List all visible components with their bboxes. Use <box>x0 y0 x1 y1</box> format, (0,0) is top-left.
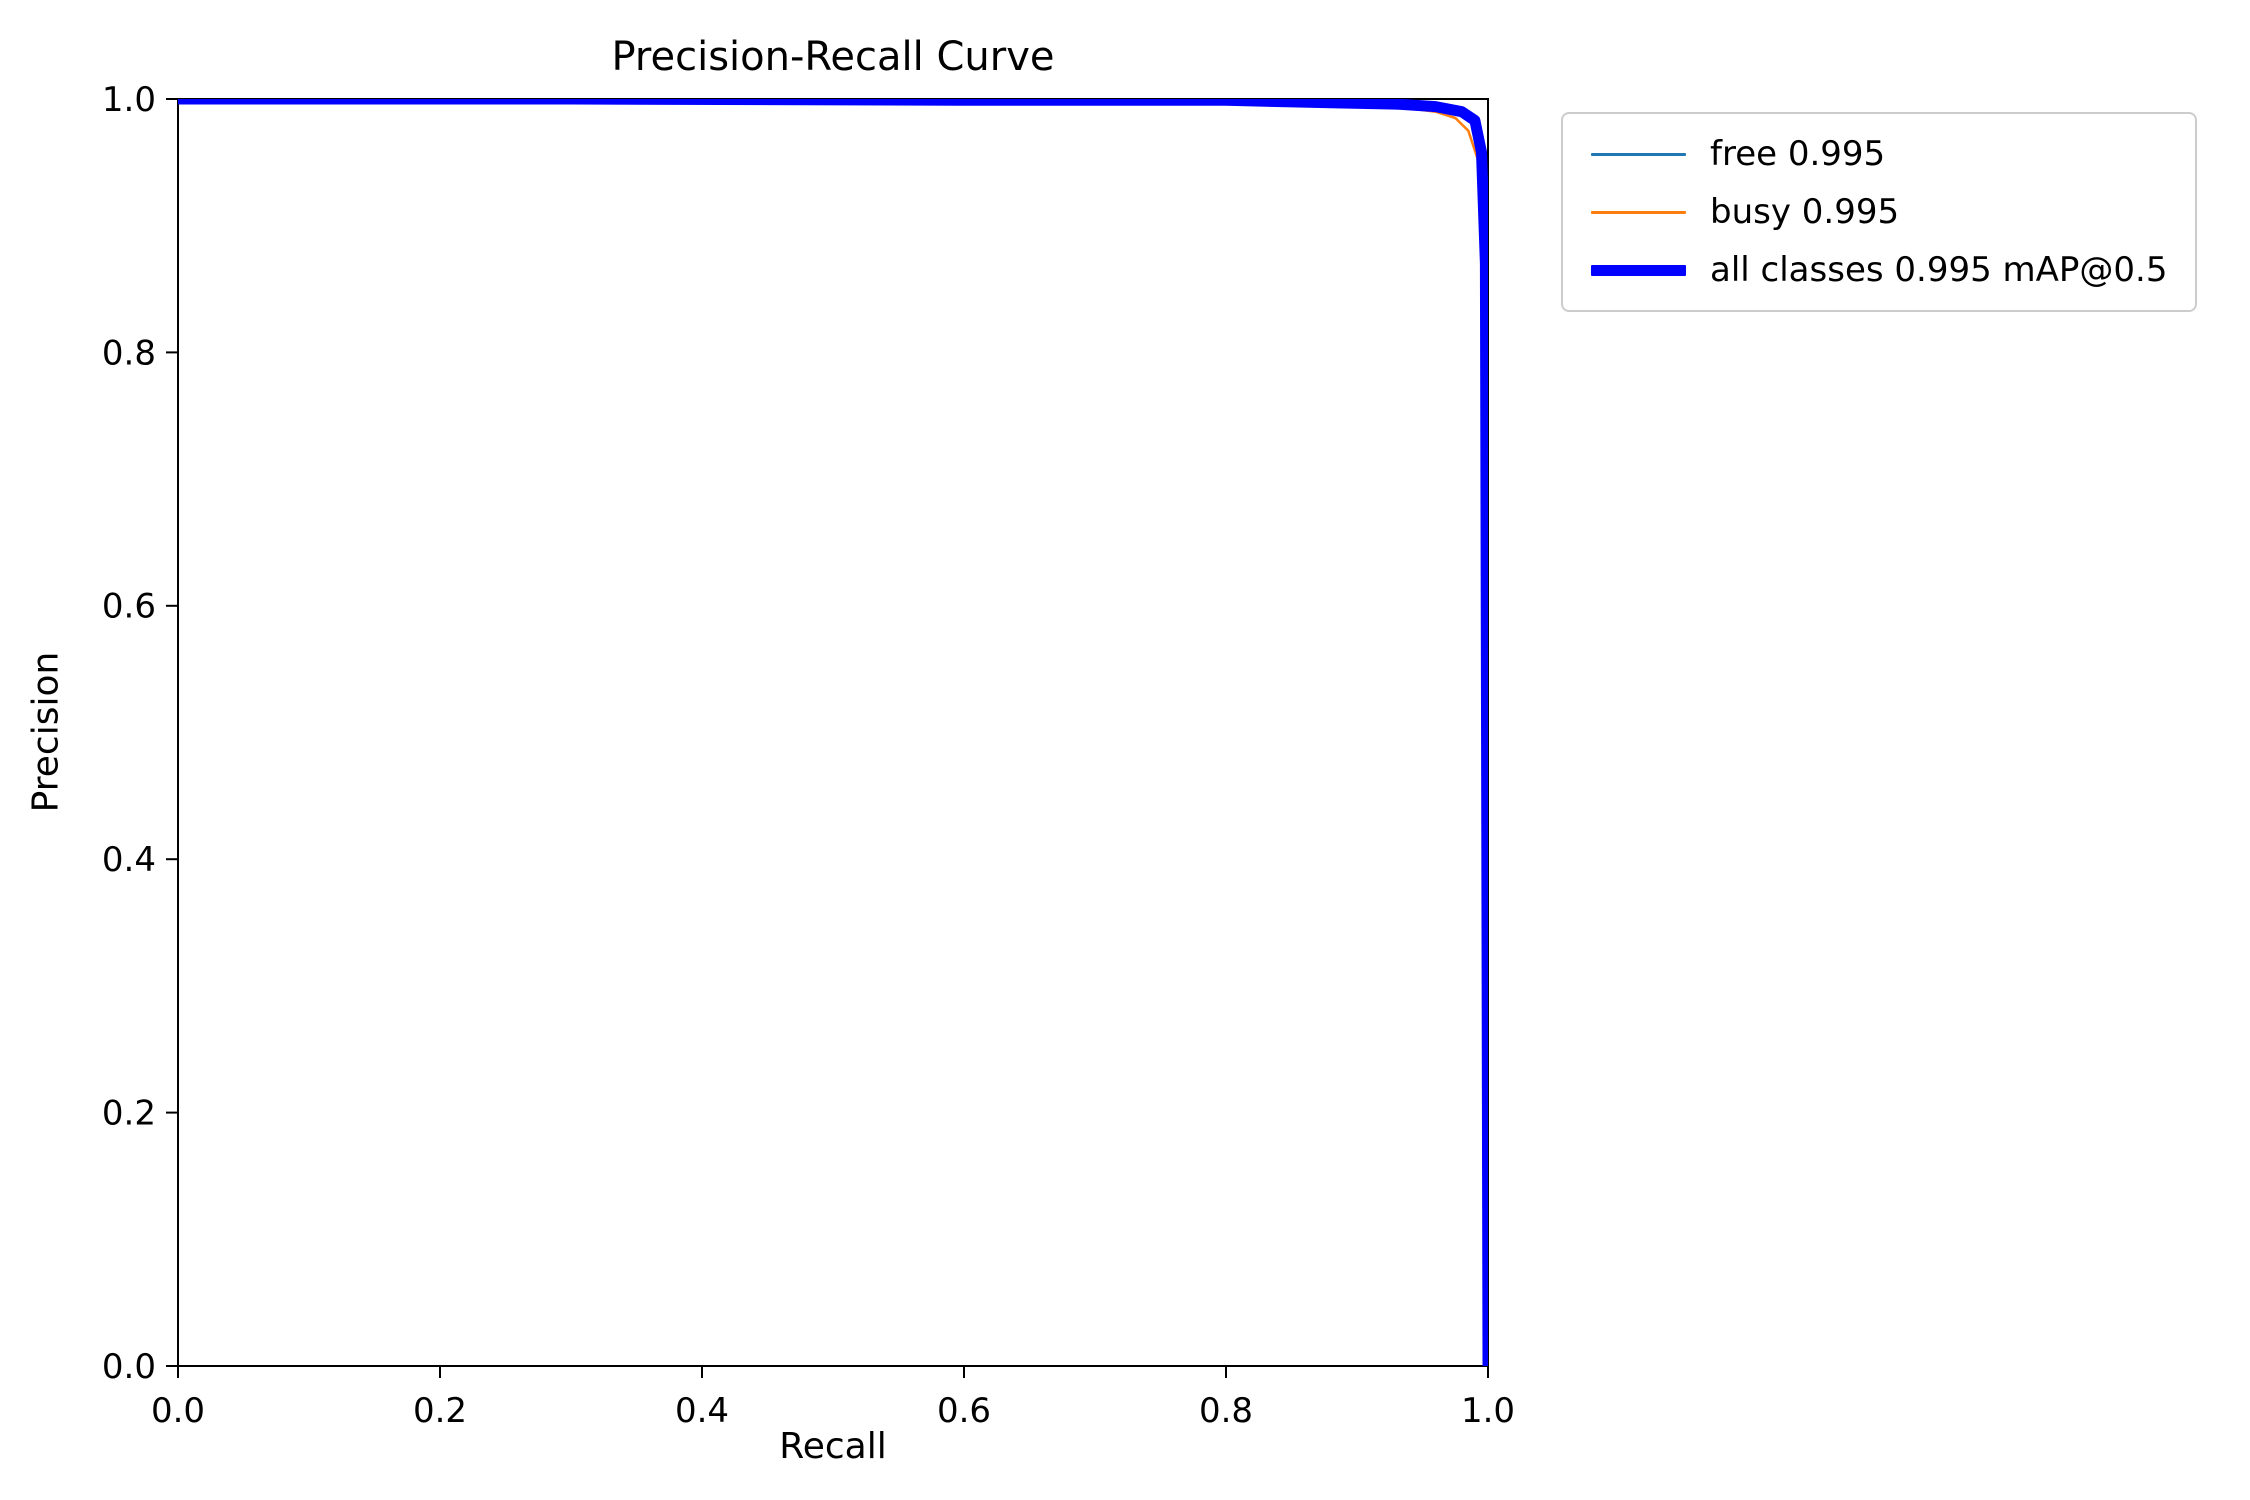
legend-label: busy 0.995 <box>1710 192 1900 232</box>
y-tick-label: 0.2 <box>102 1094 156 1134</box>
legend-line-sample <box>1591 210 1686 214</box>
chart-title: Precision-Recall Curve <box>611 34 1055 80</box>
series-line-free <box>178 99 1488 1366</box>
x-tick-label: 0.2 <box>413 1391 467 1431</box>
y-tick-label: 0.0 <box>102 1347 156 1387</box>
y-tick-label: 0.6 <box>102 587 156 627</box>
legend-entry-busy: busy 0.995 <box>1591 192 2167 232</box>
x-axis-label: Recall <box>779 1426 887 1467</box>
legend-line-sample <box>1591 152 1686 156</box>
x-tick-label: 0.0 <box>151 1391 205 1431</box>
x-tick-label: 0.8 <box>1199 1391 1253 1431</box>
axes-spines <box>177 98 1489 1367</box>
series-line-all-classes <box>178 99 1488 1366</box>
legend-line-sample <box>1591 264 1686 276</box>
legend-entry-free: free 0.995 <box>1591 134 2167 174</box>
legend-entry-all-classes: all classes 0.995 mAP@0.5 <box>1591 250 2167 290</box>
y-tick-label: 0.8 <box>102 333 156 373</box>
legend-label: all classes 0.995 mAP@0.5 <box>1710 250 2168 290</box>
x-tick-label: 0.6 <box>937 1391 991 1431</box>
x-tick-label: 1.0 <box>1461 1391 1515 1431</box>
y-tick-label: 1.0 <box>102 80 156 120</box>
x-tick-label: 0.4 <box>675 1391 729 1431</box>
y-tick-label: 0.4 <box>102 840 156 880</box>
series-line-busy <box>178 99 1488 1366</box>
legend-box: free 0.995 busy 0.995 all classes 0.995 mA… <box>1561 112 2198 312</box>
legend-label: free 0.995 <box>1710 134 1886 174</box>
